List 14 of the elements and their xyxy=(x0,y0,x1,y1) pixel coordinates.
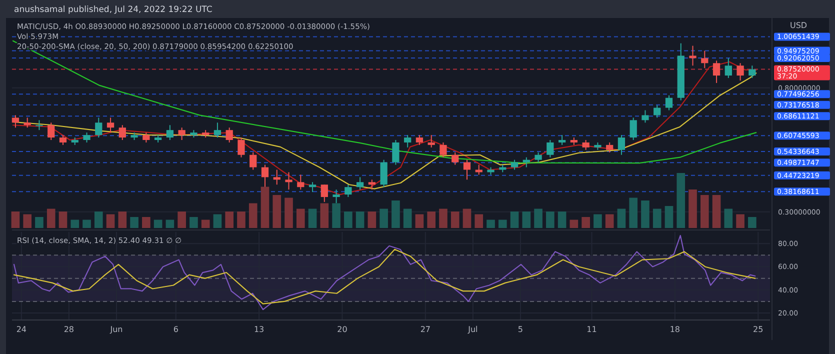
x-tick-label: 24 xyxy=(16,325,26,334)
x-tick-label: 11 xyxy=(586,325,597,334)
x-tick-label: 5 xyxy=(518,325,524,334)
x-tick-label: 18 xyxy=(670,325,680,334)
x-tick-label: Jun xyxy=(109,325,123,334)
x-tick-label: 25 xyxy=(753,325,764,334)
y-axis-title: USD xyxy=(790,21,808,30)
x-tick-label: 28 xyxy=(64,325,74,334)
x-tick-label: Jul xyxy=(467,325,478,334)
x-tick-label: 20 xyxy=(337,325,348,334)
chart-subtitle: anushsamal published, Jul 24, 2022 19:22 UTC xyxy=(14,5,212,15)
x-tick-label: 27 xyxy=(420,325,431,334)
x-tick-label: 13 xyxy=(254,325,264,334)
x-tick-label: 6 xyxy=(173,325,178,334)
